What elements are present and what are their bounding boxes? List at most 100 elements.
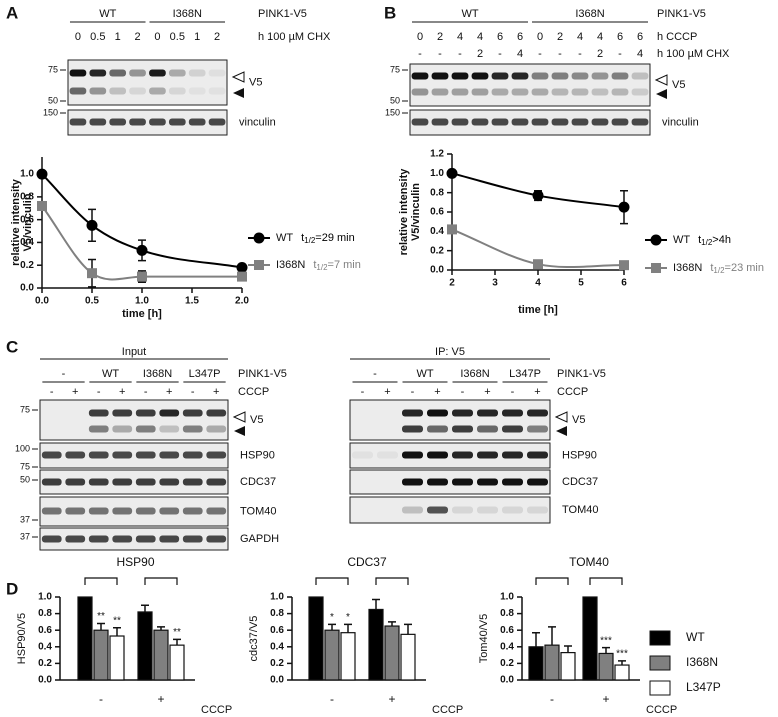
lane-label: 6 [637, 31, 643, 43]
blot-band [431, 72, 449, 80]
bar [93, 629, 109, 681]
blot-band [159, 478, 180, 486]
band-label: V5 [249, 76, 262, 88]
lane-label: - [558, 48, 562, 60]
band-label: vinculin [239, 116, 276, 128]
y-tick-label: 0.0 [20, 283, 34, 294]
y-tick-label: 0.8 [500, 608, 514, 619]
band-label: vinculin [662, 116, 699, 128]
blot-title: Input [122, 346, 146, 358]
lane-label: 1 [115, 31, 121, 43]
blot-band [135, 535, 156, 543]
legend-marker [253, 232, 265, 244]
bar [400, 633, 416, 681]
filled-arrowhead [233, 88, 244, 98]
lane-label: 0 [75, 31, 81, 43]
text-part: 1/2 [701, 238, 713, 247]
blot-band [491, 118, 509, 126]
mw-marker: 75 [20, 404, 30, 414]
blot-band [631, 118, 649, 126]
y-tick-label: 0.8 [20, 192, 34, 203]
open-arrowhead [554, 411, 568, 423]
blot-membrane [349, 496, 551, 524]
chart-title: CDC37 [347, 555, 387, 569]
blot-band [427, 451, 448, 459]
blot-band [168, 118, 186, 126]
text-part: 1/2 [304, 236, 316, 245]
mw-marker: 50 [390, 95, 400, 105]
y-tick-label: 0.8 [38, 608, 52, 619]
blot-band [109, 69, 127, 77]
blot-band [149, 69, 166, 77]
blot-band [411, 72, 429, 80]
blot-band [451, 88, 469, 96]
blot-membrane [39, 399, 229, 441]
blot-band [427, 425, 448, 433]
open-arrowhead [231, 71, 245, 83]
bar [340, 632, 356, 681]
lane-label: 6 [617, 31, 623, 43]
group-title: PINK1-V5 [657, 8, 706, 20]
lane-label: 2 [437, 31, 443, 43]
bar [169, 644, 185, 681]
significance: *** [616, 649, 628, 660]
blot-band [182, 451, 203, 459]
blot-band [159, 507, 180, 515]
lane-label: - [411, 386, 415, 398]
blot-band [88, 535, 109, 543]
blot-band [88, 425, 109, 433]
lane-label: 4 [477, 31, 483, 43]
blot-band [591, 118, 609, 126]
legend-label: I368N [276, 259, 305, 271]
blot-band [491, 72, 509, 80]
lane-label: - [461, 386, 465, 398]
lane-label: - [50, 386, 54, 398]
lane-label: 4 [517, 48, 523, 60]
band-label: CDC37 [240, 476, 276, 488]
y-tick-label: 0.2 [430, 245, 444, 256]
y-tick-label: 0.6 [270, 625, 284, 636]
text-part: 1/2 [713, 266, 725, 275]
text-part: 1/2 [316, 263, 328, 272]
blot-band [188, 69, 206, 77]
lane-label: - [498, 48, 502, 60]
lane-label: - [578, 48, 582, 60]
group-bracket [535, 577, 569, 585]
group-label: L347P [189, 368, 221, 380]
blot-band [631, 88, 649, 96]
bar [324, 629, 340, 681]
group-label: WT [99, 8, 116, 20]
blot-band [135, 409, 156, 417]
y-tick-label: 0.8 [430, 187, 444, 198]
blot-band [206, 451, 227, 459]
legend-label: I368N [686, 655, 718, 669]
lane-label: - [361, 386, 365, 398]
blot-band [65, 451, 86, 459]
lane-label: - [97, 386, 101, 398]
blot-band [491, 88, 509, 96]
band-label: HSP90 [240, 449, 275, 461]
blot-band [402, 425, 423, 433]
blot-band [159, 409, 180, 417]
band-label: TOM40 [240, 505, 276, 517]
y-tick-label: 1.0 [20, 169, 34, 180]
blot-band [551, 88, 569, 96]
legend-swatch [649, 680, 671, 696]
y-tick-label: 0.0 [430, 265, 444, 276]
blot-band [41, 535, 62, 543]
blot-band [531, 118, 549, 126]
y-axis-label: relative intensity [10, 178, 22, 266]
x-tick-label: 4 [535, 278, 541, 289]
bar [582, 596, 598, 681]
y-tick-label: 0.2 [38, 658, 52, 669]
significance: ** [97, 611, 105, 622]
fit-curve [41, 205, 242, 281]
band-label: V5 [572, 414, 585, 426]
blot-band [208, 118, 226, 126]
lane-label: + [534, 386, 540, 398]
group-bracket [375, 577, 409, 585]
mw-marker: 75 [390, 64, 400, 74]
bar [109, 635, 125, 681]
blot-band [477, 451, 498, 459]
blot-band [531, 88, 549, 96]
